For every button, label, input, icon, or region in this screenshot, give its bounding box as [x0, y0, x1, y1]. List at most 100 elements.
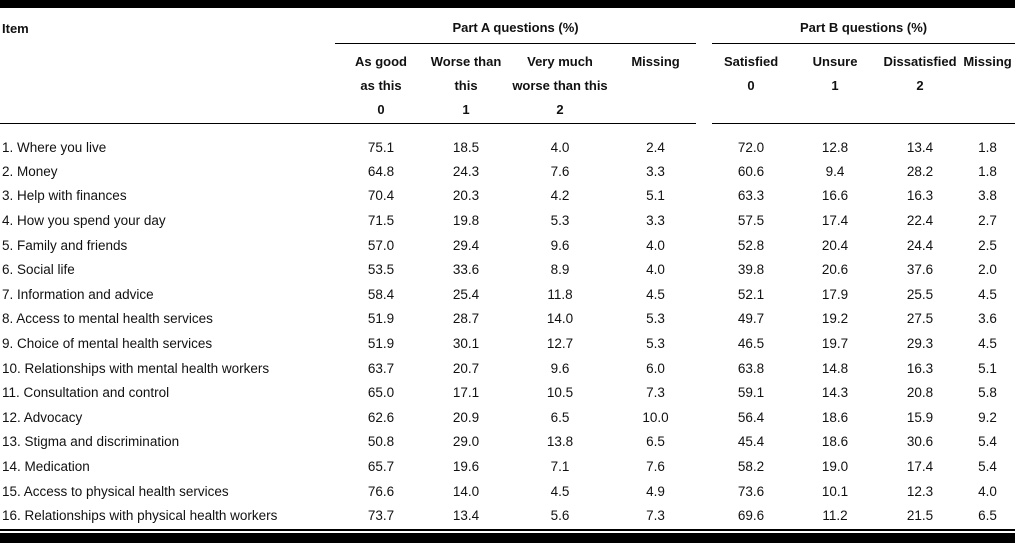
- value-cell: 14.3: [821, 385, 849, 401]
- col-header-missing-a: Missing: [615, 43, 697, 124]
- value-cell: 2.0: [978, 262, 997, 278]
- value-cell: 4.0: [978, 483, 997, 499]
- part-b-group-header: Part B questions (%): [712, 8, 1015, 44]
- col-header-dissatisfied: Dissatisfied 2: [880, 43, 961, 124]
- value-cell: 59.1: [737, 385, 765, 401]
- value-cell: 19.6: [452, 459, 480, 475]
- gap-cell: [696, 479, 712, 504]
- item-cell: 9. Choice of mental health services: [2, 336, 213, 352]
- subheader-row: As good as this 0 Worse than this 1 Very…: [0, 43, 1015, 124]
- value-cell: 6.5: [550, 409, 570, 425]
- value-cell: 19.2: [821, 311, 849, 327]
- value-cell: 58.4: [367, 286, 395, 302]
- value-cell: 3.6: [978, 311, 997, 327]
- item-cell: 15. Access to physical health services: [2, 483, 229, 499]
- value-cell: 4.0: [646, 262, 665, 278]
- value-cell: 12.7: [546, 336, 574, 352]
- value-cell: 16.3: [906, 188, 934, 204]
- gap-cell: [696, 381, 712, 406]
- value-cell: 24.3: [452, 163, 480, 179]
- value-cell: 3.8: [978, 188, 997, 204]
- gap-cell: [696, 307, 712, 332]
- value-cell: 5.1: [978, 360, 997, 376]
- item-cell: 12. Advocacy: [2, 409, 83, 425]
- value-cell: 9.4: [825, 163, 845, 179]
- table-row: 9. Choice of mental health services 51.9 3…: [0, 332, 1015, 357]
- value-cell: 71.5: [367, 213, 395, 229]
- table-row: 14. Medication 65.7 19.6 7.1 7.6 58.2 19.0 17.4…: [0, 455, 1015, 480]
- value-cell: 3.3: [646, 213, 665, 229]
- value-cell: 10.0: [642, 409, 669, 425]
- value-cell: 12.3: [906, 483, 934, 499]
- item-cell: 2. Money: [2, 163, 58, 179]
- gap-cell: [696, 258, 712, 283]
- value-cell: 62.6: [367, 409, 395, 425]
- value-cell: 10.5: [546, 385, 574, 401]
- table-row: 1. Where you live 75.1 18.5 4.0 2.4 72.0 12.8 1…: [0, 123, 1015, 160]
- results-table: Item Part A questions (%) Part B questio…: [0, 8, 1015, 529]
- value-cell: 9.6: [550, 237, 570, 253]
- table-row: 5. Family and friends 57.0 29.4 9.6 4.0 52.8 2…: [0, 233, 1015, 258]
- col-header-satisfied: Satisfied 0: [712, 43, 791, 124]
- value-cell: 7.6: [646, 459, 665, 475]
- table-row: 10. Relationships with mental health wor…: [0, 356, 1015, 381]
- value-cell: 11.8: [547, 286, 573, 302]
- item-cell: 10. Relationships with mental health wor…: [2, 360, 270, 376]
- table-row: 13. Stigma and discrimination 50.8 29.0 13.…: [0, 430, 1015, 455]
- item-cell: 7. Information and advice: [2, 286, 154, 302]
- gap-cell: [696, 455, 712, 480]
- value-cell: 52.1: [737, 286, 765, 302]
- value-cell: 63.3: [737, 188, 765, 204]
- value-cell: 51.9: [367, 336, 395, 352]
- gap-cell: [696, 283, 712, 308]
- value-cell: 6.0: [646, 360, 665, 376]
- value-cell: 63.8: [737, 360, 765, 376]
- table-row: 4. How you spend your day 71.5 19.8 5.3 3.3 5…: [0, 209, 1015, 234]
- value-cell: 69.6: [737, 508, 765, 524]
- value-cell: 1.8: [978, 139, 997, 155]
- item-cell: 8. Access to mental health services: [2, 311, 213, 327]
- value-cell: 20.8: [906, 385, 934, 401]
- value-cell: 9.6: [550, 360, 570, 376]
- gap-cell: [696, 504, 712, 529]
- value-cell: 2.4: [646, 139, 665, 155]
- col-header-very-much-worse: Very much worse than this 2: [505, 43, 615, 124]
- table-row: 11. Consultation and control 65.0 17.1 10.5…: [0, 381, 1015, 406]
- value-cell: 4.5: [978, 336, 997, 352]
- value-cell: 5.3: [646, 311, 665, 327]
- table-row: 2. Money 64.8 24.3 7.6 3.3 60.6 9.4 28.2 1.8: [0, 160, 1015, 185]
- value-cell: 15.9: [906, 409, 934, 425]
- value-cell: 65.0: [367, 385, 395, 401]
- value-cell: 6.5: [646, 434, 665, 450]
- value-cell: 53.5: [367, 262, 395, 278]
- value-cell: 46.5: [737, 336, 765, 352]
- value-cell: 25.5: [906, 286, 934, 302]
- value-cell: 50.8: [367, 434, 395, 450]
- value-cell: 51.9: [367, 311, 395, 327]
- value-cell: 20.7: [452, 360, 480, 376]
- value-cell: 16.6: [821, 188, 849, 204]
- value-cell: 7.3: [646, 385, 665, 401]
- value-cell: 29.0: [452, 434, 480, 450]
- value-cell: 20.6: [821, 262, 849, 278]
- value-cell: 5.6: [550, 508, 570, 524]
- item-cell: 11. Consultation and control: [2, 385, 170, 401]
- value-cell: 4.9: [646, 483, 665, 499]
- value-cell: 30.1: [452, 336, 480, 352]
- value-cell: 10.1: [821, 483, 849, 499]
- value-cell: 20.4: [821, 237, 849, 253]
- value-cell: 28.7: [452, 311, 480, 327]
- value-cell: 4.0: [550, 139, 570, 155]
- value-cell: 1.8: [978, 163, 997, 179]
- value-cell: 11.2: [822, 508, 848, 524]
- value-cell: 17.9: [821, 286, 849, 302]
- value-cell: 5.3: [646, 336, 665, 352]
- col-header-missing-b: Missing: [960, 43, 1015, 124]
- value-cell: 28.2: [906, 163, 934, 179]
- value-cell: 37.6: [906, 262, 934, 278]
- value-cell: 30.6: [906, 434, 934, 450]
- table-body: 1. Where you live 75.1 18.5 4.0 2.4 72.0 12.8 1…: [0, 123, 1015, 529]
- gap-cell: [696, 184, 712, 209]
- value-cell: 19.0: [821, 459, 849, 475]
